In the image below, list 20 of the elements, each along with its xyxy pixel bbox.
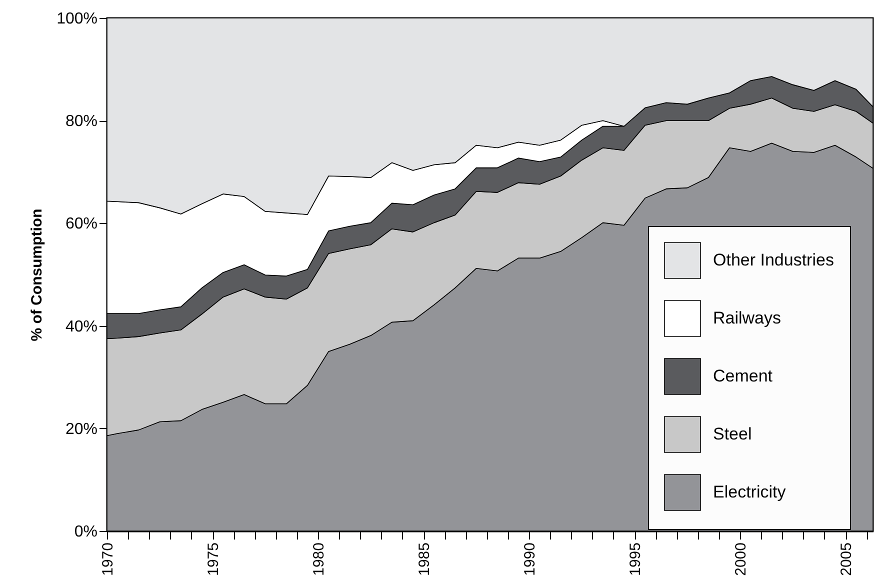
x-tick-label: 1990 bbox=[522, 542, 539, 576]
y-tick-label: 20% bbox=[65, 420, 98, 438]
legend-label: Steel bbox=[713, 424, 752, 444]
x-tick-label: 2000 bbox=[732, 542, 750, 576]
x-tick-label: 2005 bbox=[838, 542, 856, 576]
y-tick-label: 40% bbox=[65, 318, 98, 336]
x-tick-label: 1985 bbox=[416, 542, 434, 576]
x-tick-label: 1995 bbox=[627, 542, 644, 576]
y-tick-label: 0% bbox=[74, 524, 98, 540]
y-tick-label: 80% bbox=[65, 113, 98, 130]
legend-label: Cement bbox=[713, 366, 773, 386]
x-tick-label: 1975 bbox=[205, 542, 222, 576]
x-tick-label: 1970 bbox=[100, 542, 116, 576]
legend-label: Electricity bbox=[713, 482, 786, 502]
legend-label: Other Industries bbox=[713, 250, 834, 270]
legend-label: Railways bbox=[713, 308, 782, 328]
y-tick-label: 60% bbox=[65, 216, 98, 233]
x-tick-label: 1980 bbox=[310, 542, 328, 576]
y-axis-title: % of Consumption bbox=[28, 208, 46, 342]
y-tick-label: 100% bbox=[56, 10, 98, 28]
